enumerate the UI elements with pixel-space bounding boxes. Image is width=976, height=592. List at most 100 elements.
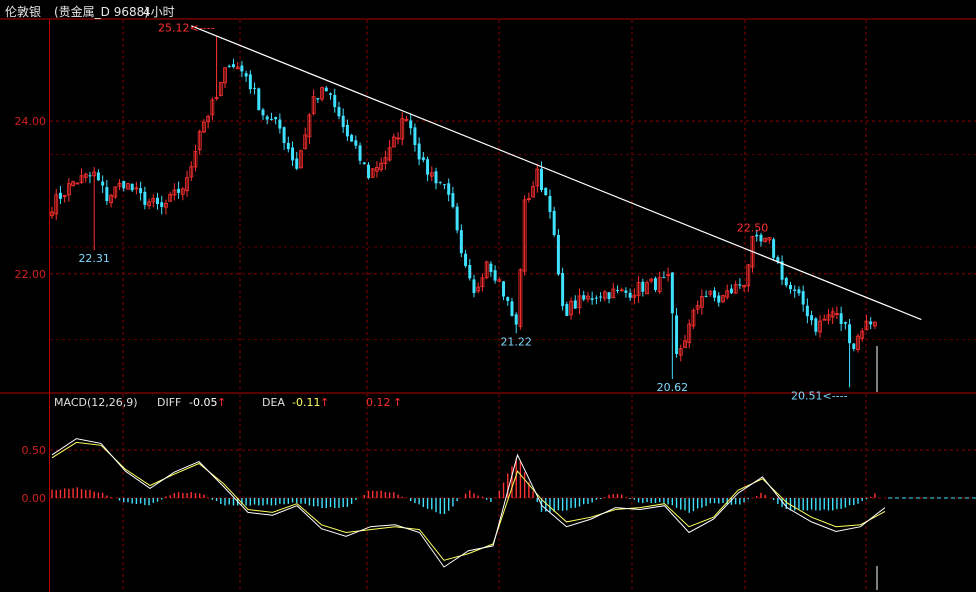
candle-body (835, 313, 839, 315)
candle-body (822, 318, 827, 321)
candle-body (805, 305, 809, 317)
trendline (191, 25, 922, 321)
candle-body (206, 115, 211, 123)
candle-body (185, 177, 189, 192)
candle-body (143, 191, 147, 205)
candle-body (350, 134, 354, 142)
candle-body (641, 281, 645, 292)
candle-body (311, 96, 316, 114)
candle-body (573, 300, 577, 309)
candle-body (615, 290, 619, 292)
candle-body (607, 292, 611, 299)
period-label: 4小时 (143, 5, 175, 19)
candle-body (442, 184, 446, 186)
candle-body (274, 117, 278, 120)
candle-body (244, 73, 248, 77)
candle-body (708, 290, 713, 295)
candle-body (151, 198, 156, 203)
candle-body (789, 285, 792, 290)
candle-body (126, 183, 130, 190)
high-price-label: 25.12<---- (158, 22, 215, 35)
candle-body (455, 206, 459, 231)
candle-body (472, 279, 476, 294)
candle-body (50, 211, 54, 217)
candle-body (468, 264, 472, 279)
candle-body (269, 118, 273, 120)
candle-body (666, 274, 671, 277)
candle-body (569, 300, 573, 316)
candle-body (510, 301, 514, 316)
candle-body (611, 288, 616, 299)
candle-body (544, 187, 548, 196)
candle-body (624, 290, 628, 293)
candle-body (818, 320, 822, 333)
candle-body (438, 181, 442, 183)
candle-body (691, 310, 696, 327)
candle-body (540, 168, 544, 190)
candle-body (101, 181, 105, 186)
candle-body (379, 162, 384, 170)
candle-body (480, 277, 485, 287)
dea-arrow: ↑ (320, 396, 330, 409)
candle-body (763, 237, 768, 242)
candle-body (678, 348, 683, 356)
candle-body (291, 147, 295, 161)
candle-body (337, 107, 341, 117)
dea-value: -0.11 (292, 396, 321, 409)
candle-body (429, 172, 434, 177)
macd-tick-label: 0.00 (22, 492, 47, 505)
candle-body (261, 109, 265, 116)
candle-body (58, 192, 62, 199)
candle-body (869, 321, 873, 325)
candle-body (130, 183, 134, 191)
candle-body (396, 137, 400, 140)
candle-body (66, 183, 71, 196)
price-tick-label: 22.00 (15, 268, 47, 281)
candle-body (404, 118, 409, 121)
candle-body (122, 181, 126, 189)
candle-body (493, 270, 497, 281)
candle-body (713, 290, 717, 298)
candle-body (717, 295, 721, 303)
candle-body (738, 284, 742, 286)
candle-body (742, 285, 746, 288)
candle-body (387, 147, 392, 161)
candle-body (556, 234, 560, 275)
candle-body (180, 188, 185, 195)
candle-body (476, 286, 481, 292)
candle-body (117, 182, 122, 187)
candle-body (370, 168, 375, 178)
candle-body (214, 97, 219, 99)
candle-body (733, 284, 738, 294)
candle-body (168, 193, 173, 202)
candle-body (502, 281, 506, 297)
candle-body (848, 324, 852, 344)
candle-body (333, 94, 337, 108)
candle-body (282, 127, 286, 143)
price-tick-label: 24.00 (15, 115, 47, 128)
candle-body (278, 119, 282, 129)
candle-body (721, 295, 725, 303)
instrument-name: 伦敦银 (5, 5, 42, 19)
candle-body (71, 181, 75, 187)
candle-body (75, 182, 80, 185)
candle-body (582, 295, 586, 300)
candle-body (535, 168, 540, 187)
candle-body (257, 88, 261, 111)
candle-body (687, 323, 692, 343)
candle-body (814, 318, 818, 332)
candle-body (514, 314, 518, 325)
candle-body (286, 142, 290, 150)
candle-body (793, 289, 797, 292)
candle-body (772, 239, 776, 258)
candle-body (776, 257, 780, 263)
low-price-label: 20.51<---- (791, 389, 848, 402)
candle-body (526, 198, 531, 200)
candle-body (577, 295, 582, 309)
candle-body (602, 291, 607, 299)
candle-body (729, 288, 733, 294)
candle-body (147, 201, 151, 207)
candle-body (307, 114, 312, 138)
candle-body (801, 291, 805, 305)
candle-body (599, 296, 603, 298)
